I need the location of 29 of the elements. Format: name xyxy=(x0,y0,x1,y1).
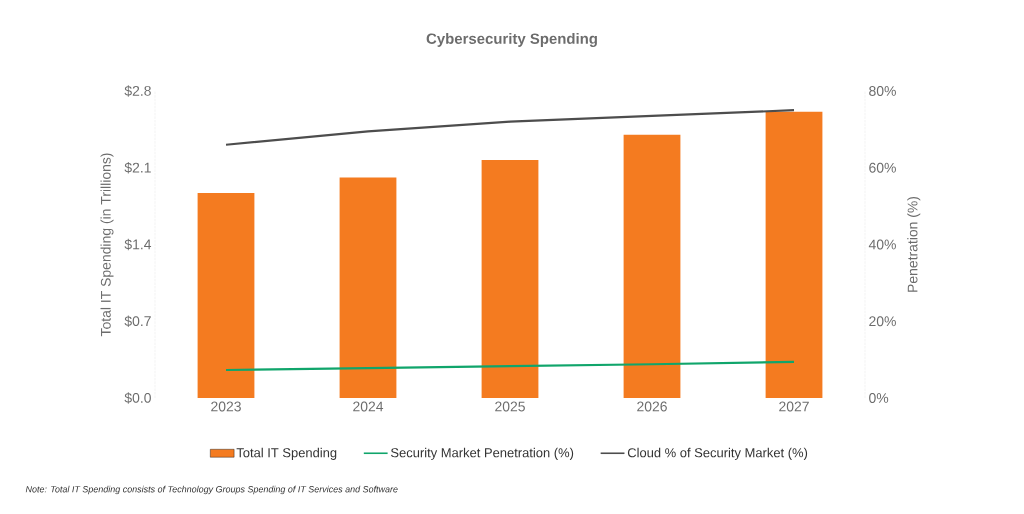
y-tick-label: $0.7 xyxy=(124,315,151,327)
legend-label: Security Market Penetration (%) xyxy=(391,447,574,460)
y-axis-title: Total IT Spending (in Trillions) xyxy=(100,153,114,337)
line-series xyxy=(224,109,796,146)
legend-label: Total IT Spending xyxy=(236,447,337,460)
x-tick-label: 2026 xyxy=(637,401,667,412)
x-tick-label: 2025 xyxy=(495,401,525,412)
y2-tick-label: 80% xyxy=(869,86,896,96)
y-tick-label: $1.4 xyxy=(124,238,152,251)
x-tick-label: 2024 xyxy=(353,401,384,412)
y2-tick-label: 20% xyxy=(869,316,896,327)
line-series xyxy=(224,360,796,372)
y2-axis-title: Penetration (%) xyxy=(907,196,921,292)
y2-tick-label: 60% xyxy=(869,162,896,173)
y-tick-label: $2.8 xyxy=(124,85,151,97)
legend-label: Cloud % of Security Market (%) xyxy=(627,447,808,460)
x-tick-label: 2023 xyxy=(211,401,241,412)
y2-tick-label: 40% xyxy=(868,239,896,250)
text: Note: Total IT Spending consists of Technology Groups Spending of IT Services and Software xyxy=(25,485,398,495)
bar xyxy=(481,160,539,398)
x-tick-label: 2027 xyxy=(779,401,809,412)
bar xyxy=(339,177,397,398)
bar xyxy=(623,134,681,398)
chart-title: Cybersecurity Spending xyxy=(426,33,597,47)
y2-tick-label: 0% xyxy=(869,393,889,403)
y-tick-label: $2.1 xyxy=(124,162,151,174)
bar xyxy=(765,111,823,398)
bar xyxy=(197,192,255,398)
y-tick-label: $0.0 xyxy=(124,392,151,404)
